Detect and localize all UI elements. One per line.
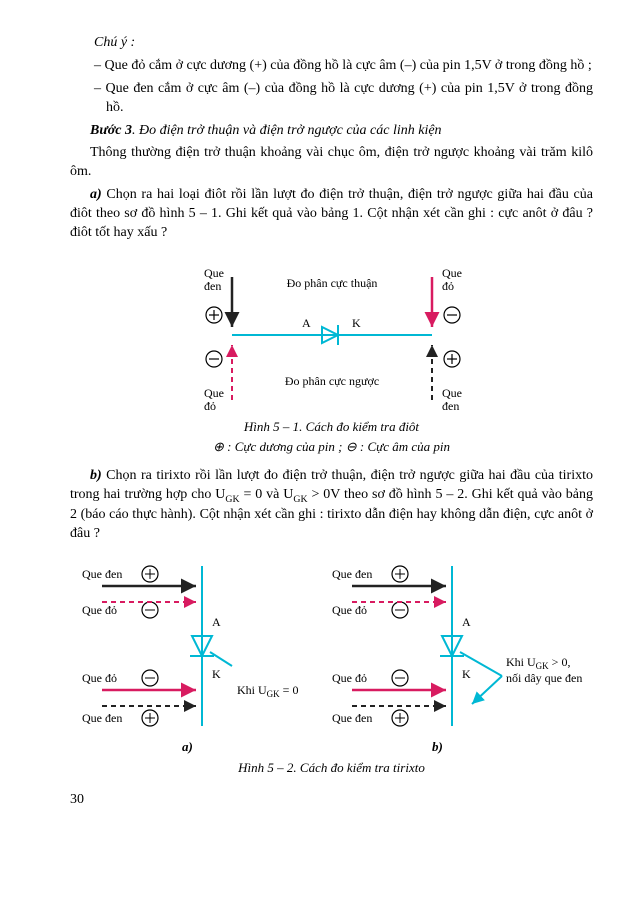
svg-text:A: A	[462, 615, 471, 629]
note-item-2: – Que đen cắm ở cực âm (–) của đồng hồ l…	[70, 80, 593, 118]
page-number: 30	[70, 792, 593, 808]
svg-text:Đo phân cực ngược: Đo phân cực ngược	[284, 374, 378, 388]
svg-text:nối dây que đen: nối dây que đen	[506, 671, 582, 685]
svg-text:Khi UGK = 0: Khi UGK = 0	[237, 683, 298, 699]
svg-text:Que đỏ: Que đỏ	[332, 671, 367, 685]
figure-5-1-legend: ⊕ : Cực dương của pin ; ⊖ : Cực âm của p…	[70, 439, 593, 455]
svg-text:Que đỏ: Que đỏ	[82, 671, 117, 685]
svg-text:Que: Que	[442, 386, 462, 400]
figure-5-1: A K Đo phân cực thuận Đo phân cực ngược …	[70, 255, 593, 455]
svg-text:a): a)	[182, 739, 193, 754]
svg-text:đỏ: đỏ	[204, 399, 216, 413]
svg-text:Que đỏ: Que đỏ	[332, 603, 367, 617]
svg-text:Que đỏ: Que đỏ	[82, 603, 117, 617]
svg-text:Que đen: Que đen	[82, 711, 122, 725]
svg-text:Khi UGK > 0,: Khi UGK > 0,	[506, 655, 570, 671]
para-a-lead: a)	[90, 187, 102, 202]
svg-text:b): b)	[432, 739, 443, 754]
para-1: Thông thường điện trở thuận khoảng vài c…	[70, 144, 593, 182]
figure-5-2: A K Que đen Que đỏ Que đỏ Que đen	[70, 556, 593, 776]
svg-text:K: K	[352, 316, 361, 330]
para-b-2: = 0 và U	[240, 487, 294, 502]
svg-text:đen: đen	[204, 279, 221, 293]
svg-text:Que đen: Que đen	[82, 567, 122, 581]
figure-5-1-svg: A K Đo phân cực thuận Đo phân cực ngược …	[152, 255, 512, 415]
note-item-1: – Que đỏ cắm ở cực dương (+) của đồng hồ…	[70, 57, 593, 76]
figure-5-2-svg: A K Que đen Que đỏ Que đỏ Que đen	[72, 556, 592, 756]
svg-text:đỏ: đỏ	[442, 279, 454, 293]
svg-text:Que đen: Que đen	[332, 567, 372, 581]
step3-line: Bước 3. Đo điện trở thuận và điện trở ng…	[70, 122, 593, 141]
note-heading: Chú ý :	[70, 34, 593, 53]
svg-text:Đo phân cực thuận: Đo phân cực thuận	[286, 276, 377, 290]
para-b-lead: b)	[90, 468, 102, 483]
para-a-body: Chọn ra hai loại điôt rồi lần lượt đo đi…	[70, 187, 593, 240]
svg-text:Que: Que	[442, 266, 462, 280]
svg-text:Que: Que	[204, 386, 224, 400]
svg-text:A: A	[212, 615, 221, 629]
para-b-gk2: GK	[293, 494, 307, 505]
para-b-gk1: GK	[225, 494, 239, 505]
figure-5-1-caption: Hình 5 – 1. Cách đo kiểm tra điôt	[70, 419, 593, 435]
svg-text:đen: đen	[442, 399, 459, 413]
svg-text:Que đen: Que đen	[332, 711, 372, 725]
step3-label: Bước 3	[90, 123, 132, 138]
figure-5-2-caption: Hình 5 – 2. Cách đo kiểm tra tirixto	[70, 760, 593, 776]
svg-text:A: A	[302, 316, 311, 330]
para-a: a) Chọn ra hai loại điôt rồi lần lượt đo…	[70, 186, 593, 243]
svg-text:Que: Que	[204, 266, 224, 280]
svg-text:K: K	[212, 667, 221, 681]
svg-text:K: K	[462, 667, 471, 681]
para-b: b) Chọn ra tirixto rồi lần lượt đo điện …	[70, 467, 593, 544]
page: Chú ý : – Que đỏ cắm ở cực dương (+) của…	[0, 0, 643, 828]
step3-title: . Đo điện trở thuận và điện trở ngược củ…	[132, 123, 442, 138]
